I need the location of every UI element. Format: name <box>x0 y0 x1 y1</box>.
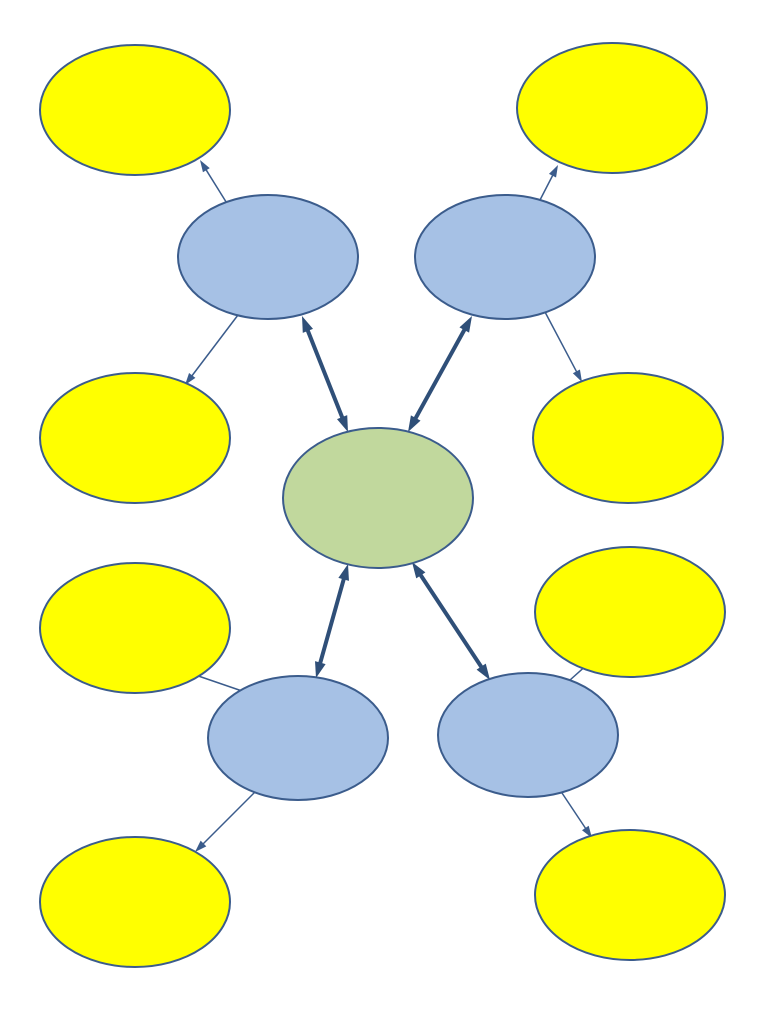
nodes-layer <box>40 43 725 967</box>
edge-blue-bl-yellow-bl <box>203 792 255 844</box>
edge-center-blue-tl <box>307 329 342 418</box>
node-yellow-tr <box>517 43 707 173</box>
diagram-canvas <box>0 0 770 1024</box>
node-center <box>283 428 473 568</box>
node-yellow-mr <box>533 373 723 503</box>
node-blue-tl <box>178 195 358 319</box>
edge-blue-tr-yellow-tr <box>540 175 553 200</box>
edge-blue-tl-yellow-ml <box>192 315 238 376</box>
node-blue-bl <box>208 676 388 800</box>
node-yellow-ml2 <box>40 563 230 693</box>
node-blue-br <box>438 673 618 797</box>
node-yellow-ml <box>40 373 230 503</box>
node-blue-tr <box>415 195 595 319</box>
node-yellow-mr2 <box>535 547 725 677</box>
node-yellow-tl <box>40 45 230 175</box>
edge-blue-tl-yellow-tl <box>206 169 228 205</box>
edge-blue-br-yellow-br <box>560 790 586 829</box>
node-yellow-bl <box>40 837 230 967</box>
edge-center-blue-tr <box>415 329 465 420</box>
node-yellow-br <box>535 830 725 960</box>
edge-blue-tr-yellow-mr <box>545 312 577 372</box>
edge-center-blue-br <box>420 574 482 668</box>
edge-center-blue-bl <box>320 578 344 664</box>
